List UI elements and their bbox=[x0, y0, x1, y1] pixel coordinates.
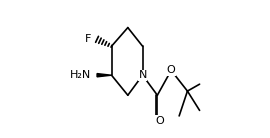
Text: O: O bbox=[167, 65, 176, 75]
Text: F: F bbox=[85, 34, 92, 44]
Polygon shape bbox=[97, 74, 112, 77]
Text: H₂N: H₂N bbox=[70, 70, 92, 80]
Text: O: O bbox=[156, 116, 164, 126]
Text: N: N bbox=[139, 70, 147, 80]
